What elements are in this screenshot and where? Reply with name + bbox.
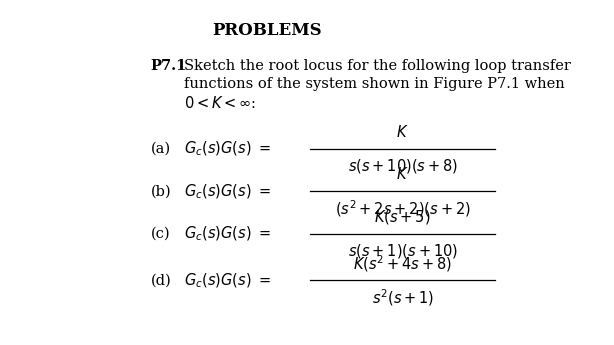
Text: $K(s^{2} + 4s + 8)$: $K(s^{2} + 4s + 8)$ <box>353 253 453 274</box>
Text: $s(s + 10)(s + 8)$: $s(s + 10)(s + 8)$ <box>348 157 458 175</box>
Text: PROBLEMS: PROBLEMS <box>212 22 322 39</box>
Text: (d): (d) <box>150 274 171 287</box>
Text: $s(s + 1)(s + 10)$: $s(s + 1)(s + 10)$ <box>348 242 458 260</box>
Text: $G_c(s)G(s)\ =$: $G_c(s)G(s)\ =$ <box>184 271 271 290</box>
Text: $K$: $K$ <box>397 166 409 182</box>
Text: $G_c(s)G(s)\ =$: $G_c(s)G(s)\ =$ <box>184 140 271 158</box>
Text: functions of the system shown in Figure P7.1 when: functions of the system shown in Figure … <box>184 77 564 91</box>
Text: $s^{2}(s + 1)$: $s^{2}(s + 1)$ <box>371 287 434 308</box>
Text: $0 < K < \infty$:: $0 < K < \infty$: <box>184 95 256 110</box>
Text: $G_c(s)G(s)\ =$: $G_c(s)G(s)\ =$ <box>184 182 271 201</box>
Text: (c): (c) <box>150 227 170 241</box>
Text: $K$: $K$ <box>397 124 409 140</box>
Text: (b): (b) <box>150 185 171 198</box>
Text: $K(s + 5)$: $K(s + 5)$ <box>375 208 431 226</box>
Text: $(s^{2} + 2s + 2)(s + 2)$: $(s^{2} + 2s + 2)(s + 2)$ <box>335 198 470 219</box>
Text: $G_c(s)G(s)\ =$: $G_c(s)G(s)\ =$ <box>184 225 271 243</box>
Text: Sketch the root locus for the following loop transfer: Sketch the root locus for the following … <box>184 59 570 73</box>
Text: P7.1: P7.1 <box>150 59 187 73</box>
Text: (a): (a) <box>150 142 171 156</box>
